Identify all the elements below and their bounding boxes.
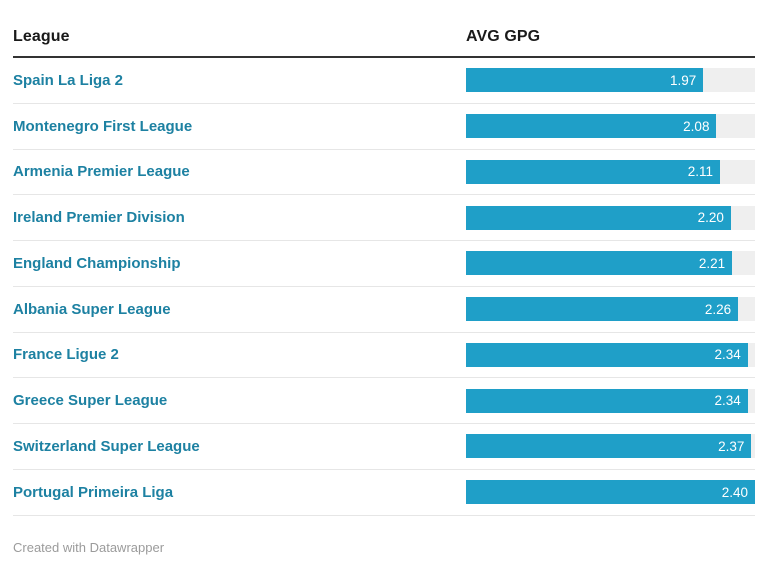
- table-row: England Championship 2.21: [13, 241, 755, 287]
- bar-fill: 2.34: [466, 388, 748, 413]
- bar-track: 1.97: [466, 68, 755, 93]
- column-header-avg-gpg: AVG GPG: [466, 28, 541, 45]
- bar-track: 2.11: [466, 159, 755, 184]
- bar-fill: 2.08: [466, 114, 717, 139]
- league-name: Armenia Premier League: [13, 163, 190, 181]
- bar-fill: 2.40: [466, 480, 755, 505]
- bar-track: 2.37: [466, 434, 755, 459]
- table-row: France Ligue 2 2.34: [13, 333, 755, 379]
- league-name: Greece Super League: [13, 392, 168, 410]
- bar-track: 2.20: [466, 205, 755, 230]
- table-row: Armenia Premier League 2.11: [13, 150, 755, 196]
- bar-fill: 1.97: [466, 68, 704, 93]
- bar-fill: 2.20: [466, 205, 731, 230]
- bar-value-label: 2.37: [718, 438, 745, 454]
- column-header-league: League: [13, 28, 70, 45]
- league-name: Spain La Liga 2: [13, 71, 124, 89]
- bar-value-label: 2.11: [687, 164, 714, 180]
- bar-track: 2.08: [466, 114, 755, 139]
- bar-track: 2.40: [466, 480, 755, 505]
- league-name: England Championship: [13, 254, 181, 272]
- bar-fill: 2.11: [466, 159, 721, 184]
- bar-track: 2.21: [466, 251, 755, 276]
- datawrapper-credit: Created with Datawrapper: [13, 539, 165, 555]
- table-row: Montenegro First League 2.08: [13, 104, 755, 150]
- bar-value-label: 2.34: [714, 393, 741, 409]
- table-row: Greece Super League 2.34: [13, 378, 755, 424]
- league-name: Montenegro First League: [13, 117, 193, 135]
- league-name: Portugal Primeira Liga: [13, 483, 174, 501]
- bar-value-label: 2.34: [714, 347, 741, 363]
- bar-value-label: 2.21: [698, 255, 726, 271]
- bar-value-label: 2.08: [683, 118, 710, 134]
- league-name: Ireland Premier Division: [13, 209, 185, 227]
- table-row: Ireland Premier Division 2.20: [13, 195, 755, 241]
- bar-value-label: 2.26: [704, 301, 732, 317]
- league-name: Switzerland Super League: [13, 437, 200, 455]
- bar-value-label: 2.40: [721, 484, 748, 500]
- bar-track: 2.34: [466, 342, 755, 367]
- table-row: Albania Super League 2.26: [13, 287, 755, 333]
- bar-fill: 2.26: [466, 297, 739, 322]
- bar-fill: 2.37: [466, 434, 752, 459]
- table-row: Switzerland Super League 2.37: [13, 424, 755, 470]
- bar-fill: 2.21: [466, 251, 733, 276]
- bar-track: 2.34: [466, 388, 755, 413]
- league-name: Albania Super League: [13, 300, 171, 318]
- league-name: France Ligue 2: [13, 346, 119, 364]
- bar-value-label: 1.97: [669, 72, 697, 88]
- bar-track: 2.26: [466, 297, 755, 322]
- table-row: Spain La Liga 2 1.97: [13, 58, 755, 104]
- table-row: Portugal Primeira Liga 2.40: [13, 470, 755, 516]
- table-header: League AVG GPG: [13, 28, 755, 58]
- bar-value-label: 2.20: [697, 210, 724, 226]
- bar-fill: 2.34: [466, 342, 748, 367]
